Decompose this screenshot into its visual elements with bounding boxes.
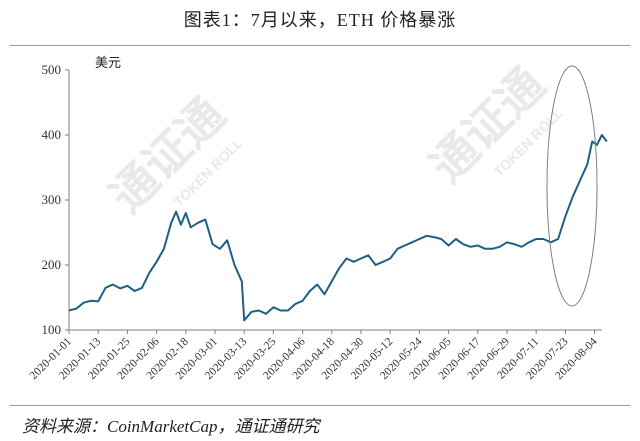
chart-title: 图表1：7月以来，ETH 价格暴涨: [183, 10, 457, 30]
y-tick-label: 200: [42, 257, 62, 272]
bottom-divider: [10, 405, 630, 406]
eth-price-line: [68, 134, 608, 322]
y-tick-label: 400: [42, 127, 62, 142]
y-axis: 100 200 300 400 500: [42, 62, 70, 337]
y-tick-label: 300: [42, 192, 62, 207]
y-tick-label: 100: [42, 322, 62, 337]
highlight-ellipse: [546, 65, 598, 307]
x-axis: 2020-01-012020-01-132020-01-252020-02-06…: [28, 329, 602, 382]
watermark: 通证通 TOKEN ROLL: [100, 88, 246, 222]
y-tick-label: 500: [42, 62, 62, 77]
watermark-2: 通证通 TOKEN ROLL: [420, 58, 566, 192]
top-divider: [10, 45, 630, 46]
source-note: 资料来源：CoinMarketCap，通证通研究: [22, 417, 320, 436]
y-axis-unit-label: 美元: [95, 55, 122, 70]
